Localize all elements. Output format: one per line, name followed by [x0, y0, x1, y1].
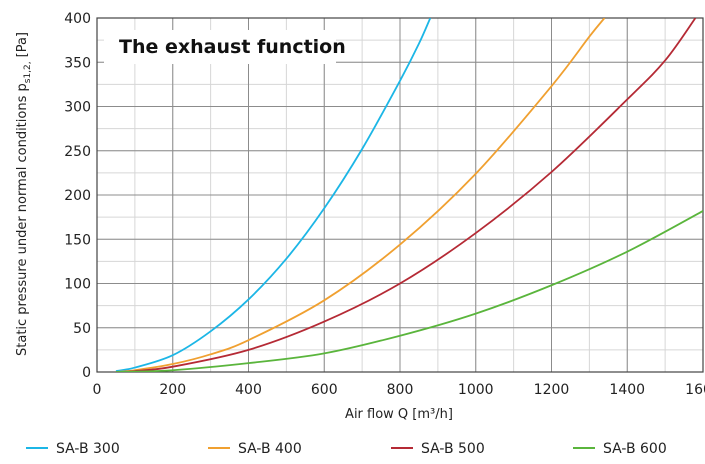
y-axis-label: Static pressure under normal conditions …	[15, 32, 33, 356]
x-tick-label: 1000	[458, 382, 494, 398]
legend-item-sa-b-600: SA-B 600	[573, 441, 667, 457]
y-axis-label-subscript: s1,2,	[23, 61, 33, 83]
grid	[96, 17, 704, 373]
series-line-sa-b-500	[115, 18, 697, 372]
legend-label: SA-B 600	[603, 441, 667, 457]
y-tick-label: 0	[82, 365, 91, 381]
y-axis-label-unit: [Pa]	[15, 32, 30, 57]
series-line-sa-b-300	[115, 18, 432, 372]
plot-area-border	[96, 17, 704, 373]
x-tick-label: 200	[159, 382, 186, 398]
x-tick-label: 800	[387, 382, 414, 398]
series-layer	[115, 18, 703, 372]
y-tick-label: 250	[64, 144, 91, 160]
legend-label: SA-B 500	[421, 441, 485, 457]
x-tick-label: 400	[235, 382, 262, 398]
y-tick-labels: 0 50 100 150 200 250 300 350 400	[64, 11, 91, 381]
legend-item-sa-b-300: SA-B 300	[26, 441, 120, 457]
y-tick-label: 350	[64, 55, 91, 71]
y-tick-label: 100	[64, 277, 91, 293]
x-tick-labels: 0 200 400 600 800 1000 1200 1400 1600	[93, 382, 705, 398]
x-tick-label: 0	[93, 382, 102, 398]
series-line-sa-b-600	[115, 210, 703, 372]
y-tick-label: 200	[64, 188, 91, 204]
title-box	[104, 30, 336, 64]
legend-item-sa-b-400: SA-B 400	[208, 441, 302, 457]
legend: SA-B 300 SA-B 400 SA-B 500 SA-B 600	[26, 441, 667, 457]
y-tick-label: 400	[64, 11, 91, 27]
x-tick-label: 1400	[609, 382, 645, 398]
legend-label: SA-B 300	[56, 441, 120, 457]
x-tick-label: 600	[311, 382, 338, 398]
y-tick-label: 50	[73, 321, 91, 337]
chart-title: The exhaust function	[119, 36, 346, 58]
legend-label: SA-B 400	[238, 441, 302, 457]
legend-item-sa-b-500: SA-B 500	[391, 441, 485, 457]
x-axis-label: Air flow Q [m³/h]	[345, 407, 453, 422]
plot-frame	[96, 17, 704, 373]
y-tick-label: 150	[64, 232, 91, 248]
y-tick-label: 300	[64, 100, 91, 116]
series-line-sa-b-400	[115, 18, 606, 372]
x-tick-label: 1600	[685, 382, 705, 398]
x-tick-label: 1200	[534, 382, 570, 398]
y-axis-label-main: Static pressure under normal conditions …	[15, 83, 30, 356]
